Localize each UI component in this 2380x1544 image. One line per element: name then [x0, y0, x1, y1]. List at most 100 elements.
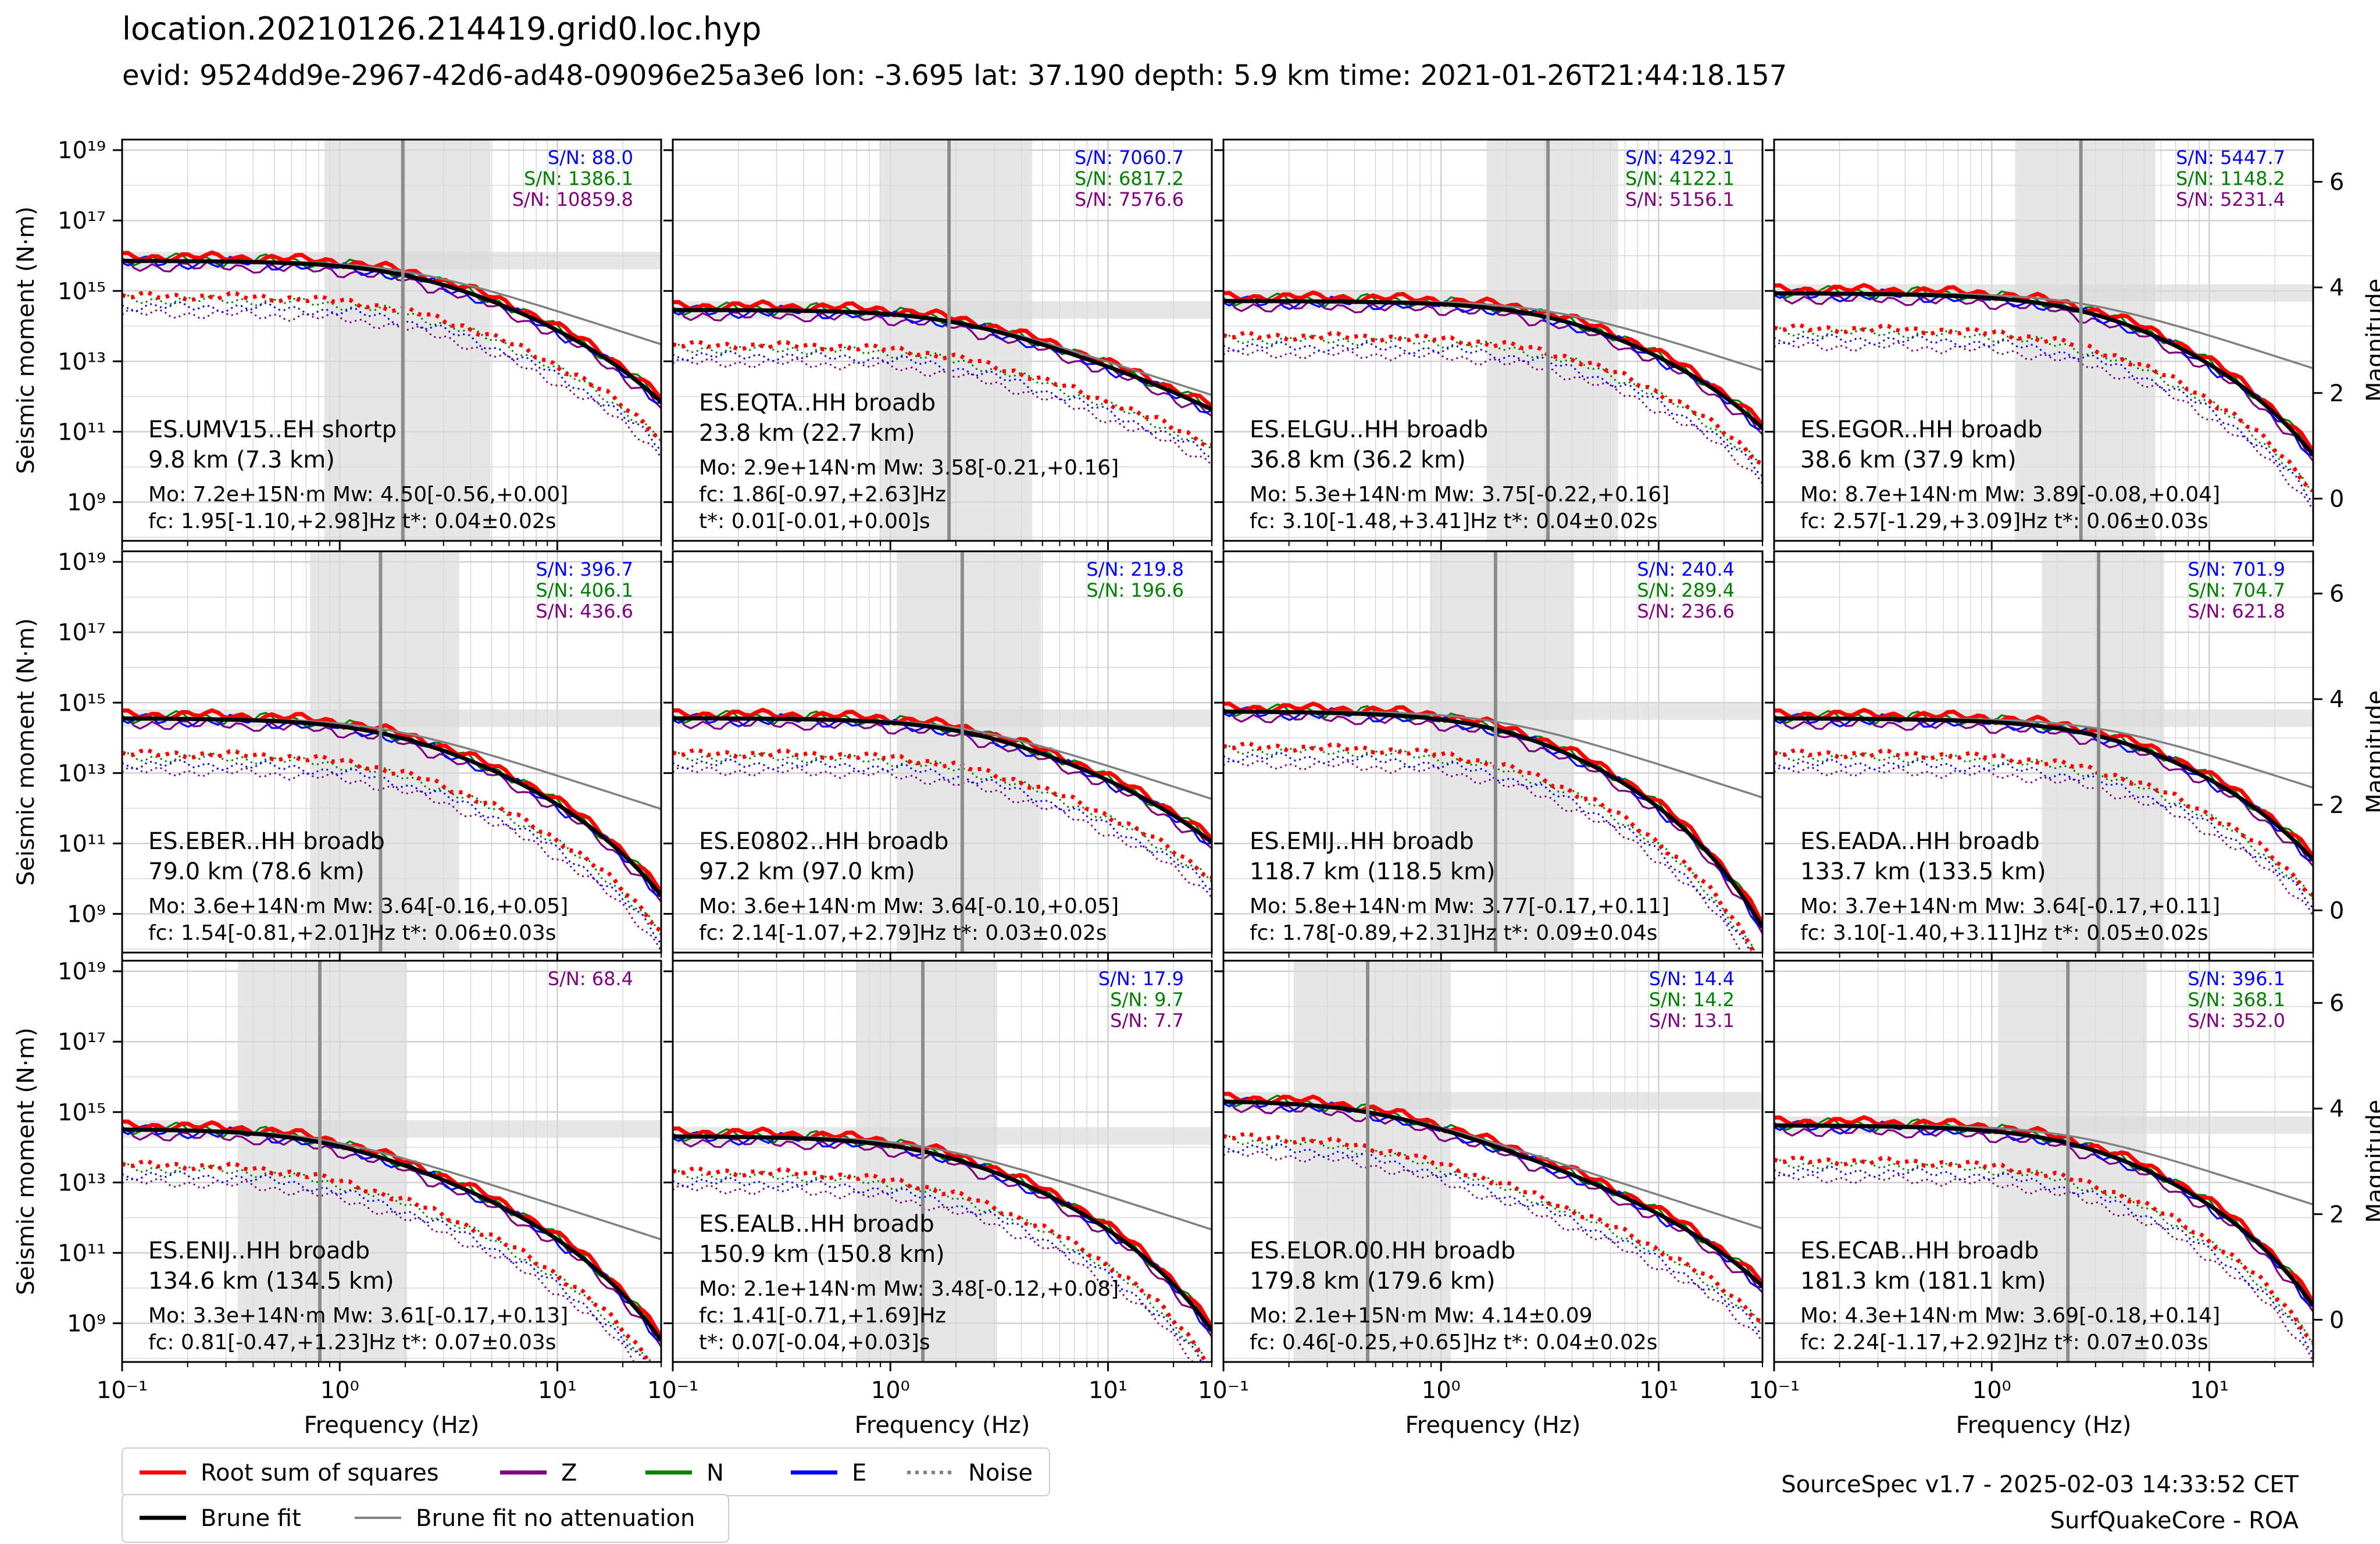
- noise-z-line: [673, 766, 1212, 898]
- panel-plot-area: [1774, 551, 2313, 953]
- spectrum-e-line: [673, 304, 1212, 414]
- source-param-text: fc: 1.78[-0.89,+2.31]Hz t*: 0.09±0.04s: [1250, 921, 1658, 945]
- sn-label-z: S/N: 436.6: [536, 600, 633, 622]
- station-label: ES.ENIJ..HH broadb: [148, 1238, 370, 1264]
- sn-label-z: S/N: 10859.8: [512, 188, 633, 211]
- sn-label-z: S/N: 5231.4: [2176, 188, 2285, 211]
- distance-label: 118.7 km (118.5 km): [1250, 858, 1496, 885]
- panel-11: 10⁻¹ 10⁰ 10¹ Frequency (Hz) S/N: 14.4S/N: 14…: [1198, 960, 1764, 1439]
- noise-n-line: [1223, 745, 1757, 953]
- sn-label-e: S/N: 701.9: [2188, 558, 2285, 580]
- source-param-text: Mo: 5.8e+14N·m Mw: 3.77[-0.17,+0.11]: [1250, 894, 1669, 918]
- source-param-text: Mo: 2.1e+14N·m Mw: 3.48[-0.12,+0.08]: [699, 1277, 1119, 1301]
- fc-uncertainty-band: [897, 551, 1041, 953]
- panel-frame: [121, 138, 662, 542]
- spectrum-e-line: [1774, 713, 2313, 862]
- sn-label-e: S/N: 240.4: [1637, 558, 1735, 580]
- fc-uncertainty-band: [324, 140, 491, 541]
- noise-rss-line: [122, 1158, 651, 1362]
- distance-label: 97.2 km (97.0 km): [699, 858, 915, 885]
- x-axis-label: Frequency (Hz): [1956, 1412, 2132, 1439]
- fc-uncertainty-band: [1486, 140, 1618, 541]
- sn-label-e: S/N: 7060.7: [1075, 147, 1184, 169]
- panel-plot-area: [673, 551, 1212, 953]
- panel-frame: [121, 550, 662, 954]
- panel-10: 10⁻¹ 10⁰ 10¹ Frequency (Hz) S/N: 17.9S/N: 9.…: [647, 960, 1213, 1439]
- legend-top: Root sum of squares Z N E Noise: [122, 1447, 1050, 1496]
- y-tick-label: 10¹⁵: [58, 690, 106, 716]
- y-tick-label: 10¹¹: [58, 830, 106, 857]
- spectrum-rss-line: [673, 299, 1212, 408]
- spectrum-e-line: [1774, 1120, 2313, 1308]
- noise-e-line: [122, 759, 661, 944]
- panel-1: 10⁹ 10¹¹ 10¹³ 10¹⁵ 10¹⁷ 10¹⁹ Seismic moment (N…: [13, 137, 662, 550]
- spectrum-rss-line: [673, 707, 1212, 841]
- right-tick-label: 2: [2329, 792, 2344, 819]
- panel-frame: [121, 960, 662, 1363]
- spectrum-e-line: [1223, 295, 1762, 430]
- panel-plot-area: [673, 140, 1212, 541]
- brune-fit-line: [1223, 1099, 1762, 1288]
- sn-label-z: S/N: 7576.6: [1075, 188, 1184, 211]
- legend-label: Brune fit: [201, 1505, 301, 1532]
- station-label: ES.UMV15..EH shortp: [148, 416, 397, 443]
- panel-8: 0 2 4 6 Magnitude S/N: 701.9S/N: 704.7S/N: 62…: [1765, 550, 2380, 962]
- source-param-text: Mo: 2.9e+14N·m Mw: 3.58[-0.21,+0.16]: [699, 456, 1119, 480]
- y-tick-label: 10¹³: [58, 348, 106, 375]
- noise-rss-line: [673, 338, 1212, 448]
- x-tick-label: 10⁰: [1972, 1377, 2011, 1404]
- right-axis-label: Magnitude: [2362, 690, 2380, 814]
- y-tick-label: 10¹¹: [58, 1240, 106, 1267]
- source-param-text: Mo: 5.3e+14N·m Mw: 3.75[-0.22,+0.16]: [1250, 483, 1669, 507]
- noise-z-line: [122, 766, 661, 952]
- panel-6: S/N: 219.8S/N: 196.6 ES.E0802..HH broadb 9…: [663, 550, 1213, 962]
- station-label: ES.EADA..HH broadb: [1800, 828, 2040, 855]
- y-tick-label: 10¹³: [58, 760, 106, 787]
- right-tick-label: 6: [2329, 990, 2344, 1017]
- y-tick-label: 10⁹: [67, 489, 106, 516]
- source-param-text: fc: 3.10[-1.48,+3.41]Hz t*: 0.04±0.02s: [1250, 509, 1658, 533]
- distance-label: 9.8 km (7.3 km): [148, 447, 335, 473]
- sn-label-e: S/N: 219.8: [1086, 558, 1184, 580]
- legend-bottom: Brune fit Brune fit no attenuation: [122, 1494, 729, 1543]
- brune-fit-line: [122, 259, 661, 404]
- fc-uncertainty-band: [857, 961, 998, 1362]
- x-tick-label: 10¹: [1639, 1377, 1678, 1404]
- fc-uncertainty-band: [237, 961, 408, 1362]
- spectrum-rss-line: [122, 1119, 661, 1338]
- legend-label: N: [706, 1460, 724, 1486]
- noise-n-line: [122, 1163, 652, 1362]
- noise-rss-line: [1774, 747, 2313, 897]
- spectrum-rss-line: [1223, 290, 1762, 426]
- right-tick-label: 4: [2329, 1096, 2344, 1122]
- noise-rss-line: [673, 1165, 1211, 1362]
- x-tick-label: 10¹: [538, 1377, 577, 1404]
- noise-rss-line: [673, 747, 1212, 880]
- source-param-text: Mo: 4.3e+14N·m Mw: 3.69[-0.18,+0.14]: [1800, 1304, 2220, 1328]
- noise-z-line: [122, 308, 661, 458]
- right-tick-label: 0: [2329, 897, 2344, 924]
- y-axis-label: Seismic moment (N·m): [13, 618, 40, 886]
- source-param-text: t*: 0.01[-0.01,+0.00]s: [699, 509, 930, 533]
- distance-label: 38.6 km (37.9 km): [1800, 447, 2017, 473]
- source-param-text: fc: 2.24[-1.17,+2.92]Hz t*: 0.07±0.03s: [1800, 1331, 2208, 1354]
- right-tick-label: 6: [2329, 581, 2344, 608]
- sn-label-z: S/N: 352.0: [2188, 1010, 2285, 1032]
- sn-label-n: S/N: 4122.1: [1625, 167, 1735, 190]
- sn-label-z: S/N: 7.7: [1110, 1010, 1184, 1032]
- source-param-text: Mo: 3.6e+14N·m Mw: 3.64[-0.10,+0.05]: [699, 894, 1119, 918]
- noise-rss-line: [1223, 1131, 1762, 1324]
- sn-label-n: S/N: 196.6: [1086, 579, 1184, 601]
- source-param-text: Mo: 3.7e+14N·m Mw: 3.64[-0.17,+0.11]: [1800, 894, 2220, 918]
- distance-label: 179.8 km (179.6 km): [1250, 1268, 1496, 1295]
- spectrum-e-line: [1223, 1096, 1762, 1289]
- station-label: ES.EMIJ..HH broadb: [1250, 828, 1474, 855]
- brune-fit-line: [1223, 299, 1762, 430]
- panel-frame: [672, 960, 1213, 1363]
- panel-frame: [672, 138, 1213, 542]
- spectrum-e-line: [122, 1124, 661, 1343]
- y-tick-label: 10¹⁵: [58, 278, 106, 305]
- panel-plot-area: [1223, 551, 1762, 953]
- noise-n-line: [1223, 334, 1762, 469]
